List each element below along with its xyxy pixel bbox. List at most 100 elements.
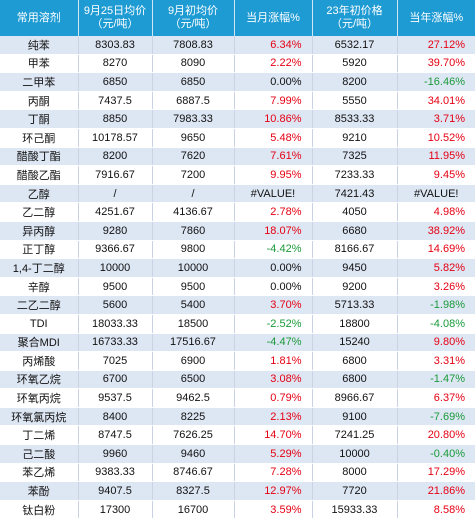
cell-jan-price: 5713.33 bbox=[312, 295, 398, 315]
table-row: 环己酮 10178.57 9650 5.48% 9210 10.52% bbox=[0, 128, 475, 148]
table-row: 甲苯 8270 8090 2.22% 5920 39.70% bbox=[0, 54, 475, 74]
cell-solvent-name: 纯苯 bbox=[0, 36, 79, 55]
cell-year-change: 14.69% bbox=[397, 240, 475, 260]
cell-sep25-price: 8400 bbox=[78, 407, 153, 427]
cell-month-change: 7.99% bbox=[234, 91, 313, 111]
cell-solvent-name: 聚合MDI bbox=[0, 333, 79, 353]
cell-sep1-price: 18500 bbox=[152, 314, 235, 334]
cell-solvent-name: 二乙二醇 bbox=[0, 295, 79, 315]
cell-sep25-price: 9383.33 bbox=[78, 463, 153, 483]
cell-year-change: 5.82% bbox=[397, 258, 475, 278]
table-row: 丁酮 8850 7983.33 10.86% 8533.33 3.71% bbox=[0, 109, 475, 129]
table-row: 丙酮 7437.5 6887.5 7.99% 5550 34.01% bbox=[0, 91, 475, 111]
header-solvent: 常用溶剂 bbox=[0, 0, 79, 36]
cell-sep1-price: / bbox=[152, 184, 235, 204]
table-row: 钛白粉 17300 16700 3.59% 15933.33 8.58% bbox=[0, 500, 475, 519]
cell-month-change: 0.00% bbox=[234, 258, 313, 278]
cell-sep1-price: 9800 bbox=[152, 240, 235, 260]
cell-jan-price: 7421.43 bbox=[312, 184, 398, 204]
cell-year-change: 39.70% bbox=[397, 54, 475, 74]
cell-year-change: 34.01% bbox=[397, 91, 475, 111]
cell-month-change: 2.78% bbox=[234, 202, 313, 222]
cell-sep1-price: 7626.25 bbox=[152, 425, 235, 446]
cell-jan-price: 7233.33 bbox=[312, 165, 398, 185]
cell-solvent-name: 正丁醇 bbox=[0, 240, 79, 260]
cell-sep25-price: 4251.67 bbox=[78, 202, 153, 222]
cell-solvent-name: 1,4-丁二醇 bbox=[0, 258, 79, 278]
cell-month-change: -2.52% bbox=[234, 314, 313, 334]
header-sep1-price: 9月初均价 （元/吨） bbox=[152, 0, 235, 36]
cell-jan-price: 8200 bbox=[312, 72, 398, 92]
cell-sep25-price: 18033.33 bbox=[78, 314, 153, 334]
cell-sep1-price: 7860 bbox=[152, 221, 235, 241]
header-jan-price: 23年初价格 （元/吨） bbox=[312, 0, 398, 36]
cell-sep1-price: 8327.5 bbox=[152, 481, 235, 501]
cell-month-change: 5.48% bbox=[234, 128, 313, 148]
table-row: 苯酚 9407.5 8327.5 12.97% 7720 21.86% bbox=[0, 481, 475, 501]
cell-solvent-name: 异丙醇 bbox=[0, 221, 79, 241]
cell-sep1-price: 9500 bbox=[152, 277, 235, 297]
cell-year-change: -4.08% bbox=[397, 314, 475, 334]
table-row: 苯乙烯 9383.33 8746.67 7.28% 8000 17.29% bbox=[0, 463, 475, 483]
cell-sep25-price: / bbox=[78, 184, 153, 204]
cell-sep25-price: 9500 bbox=[78, 277, 153, 297]
cell-solvent-name: 丁酮 bbox=[0, 109, 79, 129]
cell-year-change: 6.37% bbox=[397, 388, 475, 408]
cell-solvent-name: 己二酸 bbox=[0, 444, 79, 464]
cell-month-change: 2.13% bbox=[234, 407, 313, 427]
table-row: 辛醇 9500 9500 0.00% 9200 3.26% bbox=[0, 277, 475, 297]
cell-jan-price: 6680 bbox=[312, 221, 398, 241]
cell-year-change: 20.80% bbox=[397, 425, 475, 446]
cell-sep25-price: 9960 bbox=[78, 444, 153, 464]
table-row: 1,4-丁二醇 10000 10000 0.00% 9450 5.82% bbox=[0, 258, 475, 278]
cell-sep25-price: 9407.5 bbox=[78, 481, 153, 501]
cell-month-change: -4.47% bbox=[234, 333, 313, 353]
table-row: 环氧氯丙烷 8400 8225 2.13% 9100 -7.69% bbox=[0, 407, 475, 427]
cell-solvent-name: 环氧丙烷 bbox=[0, 388, 79, 408]
table-row: 丙烯酸 7025 6900 1.81% 6800 3.31% bbox=[0, 351, 475, 371]
cell-solvent-name: 乙二醇 bbox=[0, 202, 79, 222]
table-row: 醋酸丁酯 8200 7620 7.61% 7325 11.95% bbox=[0, 147, 475, 167]
cell-month-change: 0.00% bbox=[234, 72, 313, 92]
cell-jan-price: 7241.25 bbox=[312, 425, 398, 446]
cell-sep25-price: 7437.5 bbox=[78, 91, 153, 111]
cell-jan-price: 18800 bbox=[312, 314, 398, 334]
cell-solvent-name: 甲苯 bbox=[0, 54, 79, 74]
table-row: 纯苯 8303.83 7808.83 6.34% 6532.17 27.12% bbox=[0, 36, 475, 55]
cell-year-change: 3.31% bbox=[397, 351, 475, 371]
cell-jan-price: 6532.17 bbox=[312, 36, 398, 55]
table-row: TDI 18033.33 18500 -2.52% 18800 -4.08% bbox=[0, 314, 475, 334]
cell-jan-price: 7325 bbox=[312, 147, 398, 167]
cell-month-change: #VALUE! bbox=[234, 184, 313, 204]
cell-month-change: 1.81% bbox=[234, 351, 313, 371]
cell-year-change: 8.58% bbox=[397, 500, 475, 519]
cell-year-change: #VALUE! bbox=[397, 184, 475, 204]
header-sep25-price: 9月25日均价 （元/吨） bbox=[78, 0, 153, 36]
table-row: 丁二烯 8747.5 7626.25 14.70% 7241.25 20.80% bbox=[0, 425, 475, 446]
cell-month-change: 3.08% bbox=[234, 370, 313, 390]
cell-sep25-price: 6850 bbox=[78, 72, 153, 92]
cell-month-change: 7.28% bbox=[234, 463, 313, 483]
cell-jan-price: 8166.67 bbox=[312, 240, 398, 260]
cell-sep1-price: 16700 bbox=[152, 500, 235, 519]
cell-sep1-price: 9460 bbox=[152, 444, 235, 464]
cell-sep1-price: 9650 bbox=[152, 128, 235, 148]
cell-sep25-price: 8850 bbox=[78, 109, 153, 129]
cell-sep25-price: 8200 bbox=[78, 147, 153, 167]
cell-solvent-name: 丁二烯 bbox=[0, 425, 79, 446]
cell-sep1-price: 7808.83 bbox=[152, 36, 235, 55]
cell-jan-price: 9450 bbox=[312, 258, 398, 278]
cell-year-change: 9.80% bbox=[397, 333, 475, 353]
cell-month-change: 3.59% bbox=[234, 500, 313, 519]
cell-jan-price: 8966.67 bbox=[312, 388, 398, 408]
cell-sep1-price: 17516.67 bbox=[152, 333, 235, 353]
cell-month-change: 7.61% bbox=[234, 147, 313, 167]
cell-year-change: 3.71% bbox=[397, 109, 475, 129]
cell-month-change: 2.22% bbox=[234, 54, 313, 74]
cell-sep25-price: 8303.83 bbox=[78, 36, 153, 55]
cell-month-change: 9.95% bbox=[234, 165, 313, 185]
cell-year-change: 11.95% bbox=[397, 147, 475, 167]
cell-sep25-price: 8270 bbox=[78, 54, 153, 74]
cell-month-change: 10.86% bbox=[234, 109, 313, 129]
cell-month-change: 0.79% bbox=[234, 388, 313, 408]
